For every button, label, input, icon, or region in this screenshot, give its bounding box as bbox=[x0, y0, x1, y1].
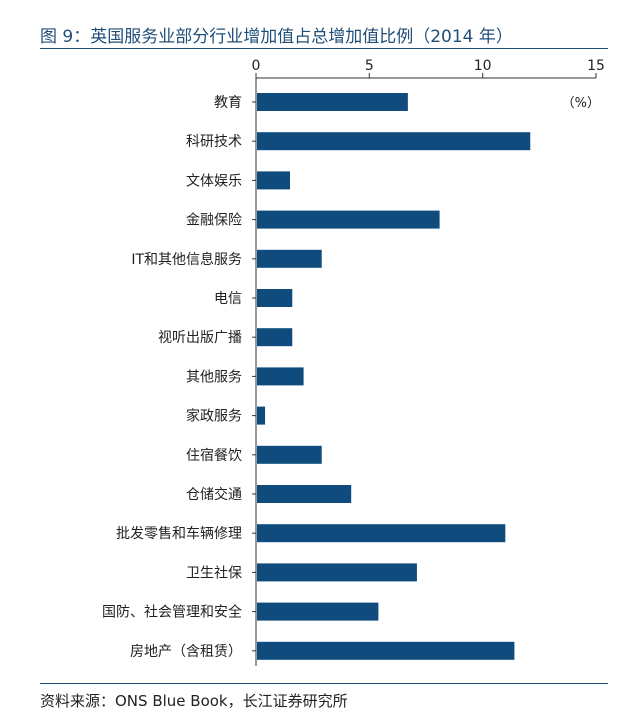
unit-label: （%） bbox=[562, 96, 600, 111]
category-label: 批发零售和车辆修理 bbox=[116, 525, 242, 542]
title-divider bbox=[40, 48, 608, 49]
category-label: 电信 bbox=[214, 291, 242, 307]
bars bbox=[257, 93, 531, 660]
category-label: 视听出版广播 bbox=[158, 330, 242, 346]
bar bbox=[257, 171, 290, 190]
category-label: 金融保险 bbox=[186, 213, 242, 229]
bar bbox=[257, 210, 440, 229]
bar bbox=[257, 93, 408, 111]
x-tick-label: 15 bbox=[587, 58, 605, 74]
bar bbox=[257, 602, 379, 621]
category-label: IT和其他信息服务 bbox=[131, 251, 242, 268]
category-label: 住宿餐饮 bbox=[186, 447, 242, 464]
bar bbox=[257, 328, 293, 347]
bar bbox=[257, 563, 417, 582]
category-label: 科研技术 bbox=[186, 134, 242, 150]
category-label: 家政服务 bbox=[186, 408, 242, 425]
bar bbox=[257, 445, 322, 464]
category-label: 仓储交通 bbox=[186, 486, 242, 503]
x-tick-label: 10 bbox=[474, 58, 492, 74]
category-label: 文体娱乐 bbox=[186, 173, 242, 189]
category-label: 其他服务 bbox=[186, 369, 242, 385]
source-note: 资料来源：ONS Blue Book，长江证券研究所 bbox=[40, 692, 348, 710]
category-label: 教育 bbox=[214, 95, 242, 111]
bar bbox=[257, 132, 531, 151]
bar bbox=[257, 524, 506, 543]
bar bbox=[257, 289, 293, 307]
bar bbox=[257, 367, 304, 386]
bar bbox=[257, 641, 515, 660]
category-label: 房地产（含租赁） bbox=[130, 644, 242, 660]
x-tick-label: 0 bbox=[252, 58, 261, 74]
chart-title: 图 9：英国服务业部分行业增加值占总增加值比例（2014 年） bbox=[40, 27, 513, 47]
category-label: 卫生社保 bbox=[186, 565, 242, 581]
source-divider bbox=[40, 683, 608, 684]
category-label: 国防、社会管理和安全 bbox=[102, 604, 242, 621]
bar bbox=[257, 406, 266, 425]
x-tick-label: 5 bbox=[365, 58, 374, 74]
bar bbox=[257, 249, 322, 268]
bar bbox=[257, 485, 352, 503]
x-axis-ticks: 0 5 10 15 bbox=[252, 58, 605, 78]
